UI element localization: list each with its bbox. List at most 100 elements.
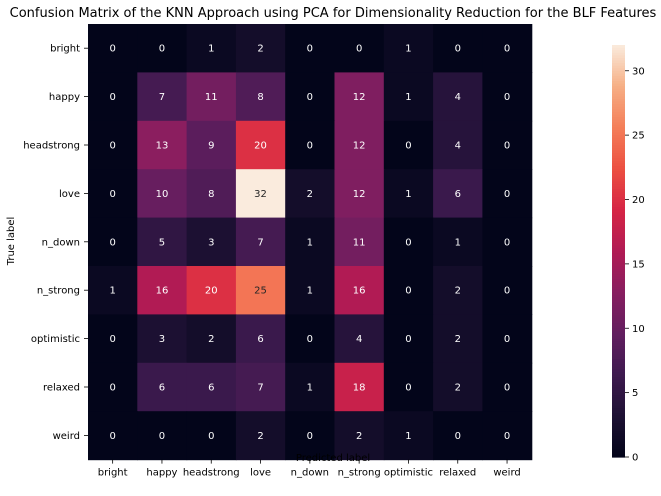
heatmap-cell bbox=[383, 24, 434, 73]
heatmap-cell bbox=[383, 362, 434, 412]
heatmap-cell bbox=[88, 266, 138, 315]
colorbar-segment bbox=[612, 384, 625, 389]
colorbar-segment bbox=[612, 423, 625, 427]
heatmap-cell bbox=[137, 314, 188, 364]
colorbar-segment bbox=[612, 96, 625, 100]
colorbar-segment bbox=[612, 438, 625, 443]
colorbar-segment bbox=[612, 338, 625, 342]
colorbar-segment bbox=[612, 99, 625, 103]
colorbar-segment bbox=[612, 81, 625, 85]
colorbar-segment bbox=[612, 199, 625, 203]
y-axis-label: True label bbox=[6, 217, 17, 267]
colorbar-segment bbox=[612, 93, 625, 98]
heatmap-cell bbox=[186, 314, 237, 364]
cell-value-label: 10 bbox=[156, 189, 169, 200]
colorbar-segment bbox=[612, 446, 625, 450]
cell-value-label: 0 bbox=[455, 44, 461, 55]
cell-value-label: 13 bbox=[156, 141, 169, 152]
y-tick-label: n_down bbox=[42, 237, 80, 248]
colorbar-segment bbox=[612, 289, 625, 293]
cell-value-label: 18 bbox=[353, 383, 366, 394]
colorbar-segment bbox=[612, 454, 625, 458]
colorbar-segment bbox=[612, 341, 625, 345]
heatmap-cell bbox=[137, 24, 188, 73]
colorbar-segment bbox=[612, 227, 625, 232]
cell-value-label: 2 bbox=[208, 334, 214, 345]
heatmap-cells: 0 0 1 2 0 0 1 0 00 7 11 8 0 12 1 4 00 13 9 20 0 12 0 4 00 10 8 32 2 1… bbox=[88, 24, 533, 461]
cell-value-label: 0 bbox=[405, 334, 411, 345]
colorbar-segment bbox=[612, 415, 625, 419]
colorbar-segment bbox=[612, 307, 625, 311]
cell-value-label: 2 bbox=[356, 431, 362, 442]
colorbar-segment bbox=[612, 269, 625, 273]
heatmap-cell bbox=[433, 266, 483, 315]
colorbar-segment bbox=[612, 361, 625, 365]
heatmap-cell bbox=[482, 24, 533, 73]
y-tick-label: optimistic bbox=[31, 334, 80, 345]
cell-value-label: 4 bbox=[455, 141, 461, 152]
colorbar-segment bbox=[612, 359, 625, 363]
cell-value-label: 12 bbox=[353, 189, 366, 200]
colorbar-segment bbox=[612, 284, 625, 288]
colorbar-segment bbox=[612, 317, 625, 322]
heatmap-cell bbox=[137, 72, 188, 122]
colorbar-tick-label: 20 bbox=[632, 195, 645, 206]
cell-value-label: 4 bbox=[356, 334, 362, 345]
y-tick-label: headstrong bbox=[23, 141, 80, 152]
colorbar-segment bbox=[612, 297, 625, 301]
heatmap-cell bbox=[334, 266, 385, 315]
heatmap-cell bbox=[285, 169, 336, 219]
colorbar-segment bbox=[612, 111, 625, 116]
heatmap-cell bbox=[235, 362, 286, 412]
colorbar-segment bbox=[612, 294, 625, 298]
cell-value-label: 0 bbox=[109, 44, 115, 55]
cell-value-label: 0 bbox=[159, 44, 165, 55]
heatmap-cell bbox=[88, 411, 138, 461]
heatmap-cell bbox=[88, 314, 138, 364]
cell-value-label: 1 bbox=[307, 286, 313, 297]
colorbar-segment bbox=[612, 191, 625, 195]
cell-value-label: 1 bbox=[455, 237, 461, 248]
heatmap-cell bbox=[235, 266, 286, 315]
colorbar-segment bbox=[612, 65, 625, 69]
cell-value-label: 6 bbox=[257, 334, 263, 345]
heatmap-cell bbox=[235, 120, 286, 170]
heatmap-cell bbox=[137, 120, 188, 170]
cell-value-label: 0 bbox=[504, 237, 510, 248]
colorbar-segment bbox=[612, 299, 625, 304]
colorbar-segment bbox=[612, 444, 625, 448]
colorbar-segment bbox=[612, 364, 625, 368]
cell-value-label: 0 bbox=[159, 431, 165, 442]
colorbar-segment bbox=[612, 400, 625, 404]
colorbar-tick-label: 10 bbox=[632, 324, 645, 335]
colorbar-segment bbox=[612, 60, 625, 64]
cell-value-label: 0 bbox=[504, 383, 510, 394]
colorbar-segment bbox=[612, 117, 625, 121]
colorbar-segment bbox=[612, 57, 625, 62]
colorbar-segment bbox=[612, 397, 625, 401]
colorbar-segment bbox=[612, 310, 625, 314]
colorbar-segment bbox=[612, 122, 625, 126]
y-tick-label: weird bbox=[53, 431, 80, 442]
colorbar-segment bbox=[612, 109, 625, 113]
colorbar-segment bbox=[612, 196, 625, 201]
colorbar-segment bbox=[612, 137, 625, 141]
y-tick-label: n_strong bbox=[37, 286, 80, 297]
cell-value-label: 0 bbox=[109, 334, 115, 345]
colorbar-segment bbox=[612, 129, 625, 134]
colorbar-segment bbox=[612, 173, 625, 177]
cell-value-label: 1 bbox=[307, 383, 313, 394]
heatmap-cell bbox=[285, 314, 336, 364]
heatmap-cell bbox=[383, 169, 434, 219]
cell-value-label: 25 bbox=[254, 286, 267, 297]
colorbar-segment bbox=[612, 194, 625, 198]
colorbar-segment bbox=[612, 377, 625, 381]
heatmap-cell bbox=[383, 266, 434, 315]
colorbar-segment bbox=[612, 145, 625, 149]
heatmap-cell bbox=[482, 411, 533, 461]
colorbar-segment bbox=[612, 320, 625, 324]
x-tick-label: bright bbox=[98, 468, 128, 479]
colorbar-segment bbox=[612, 153, 625, 157]
cell-value-label: 3 bbox=[159, 334, 165, 345]
colorbar-segment bbox=[612, 202, 625, 206]
